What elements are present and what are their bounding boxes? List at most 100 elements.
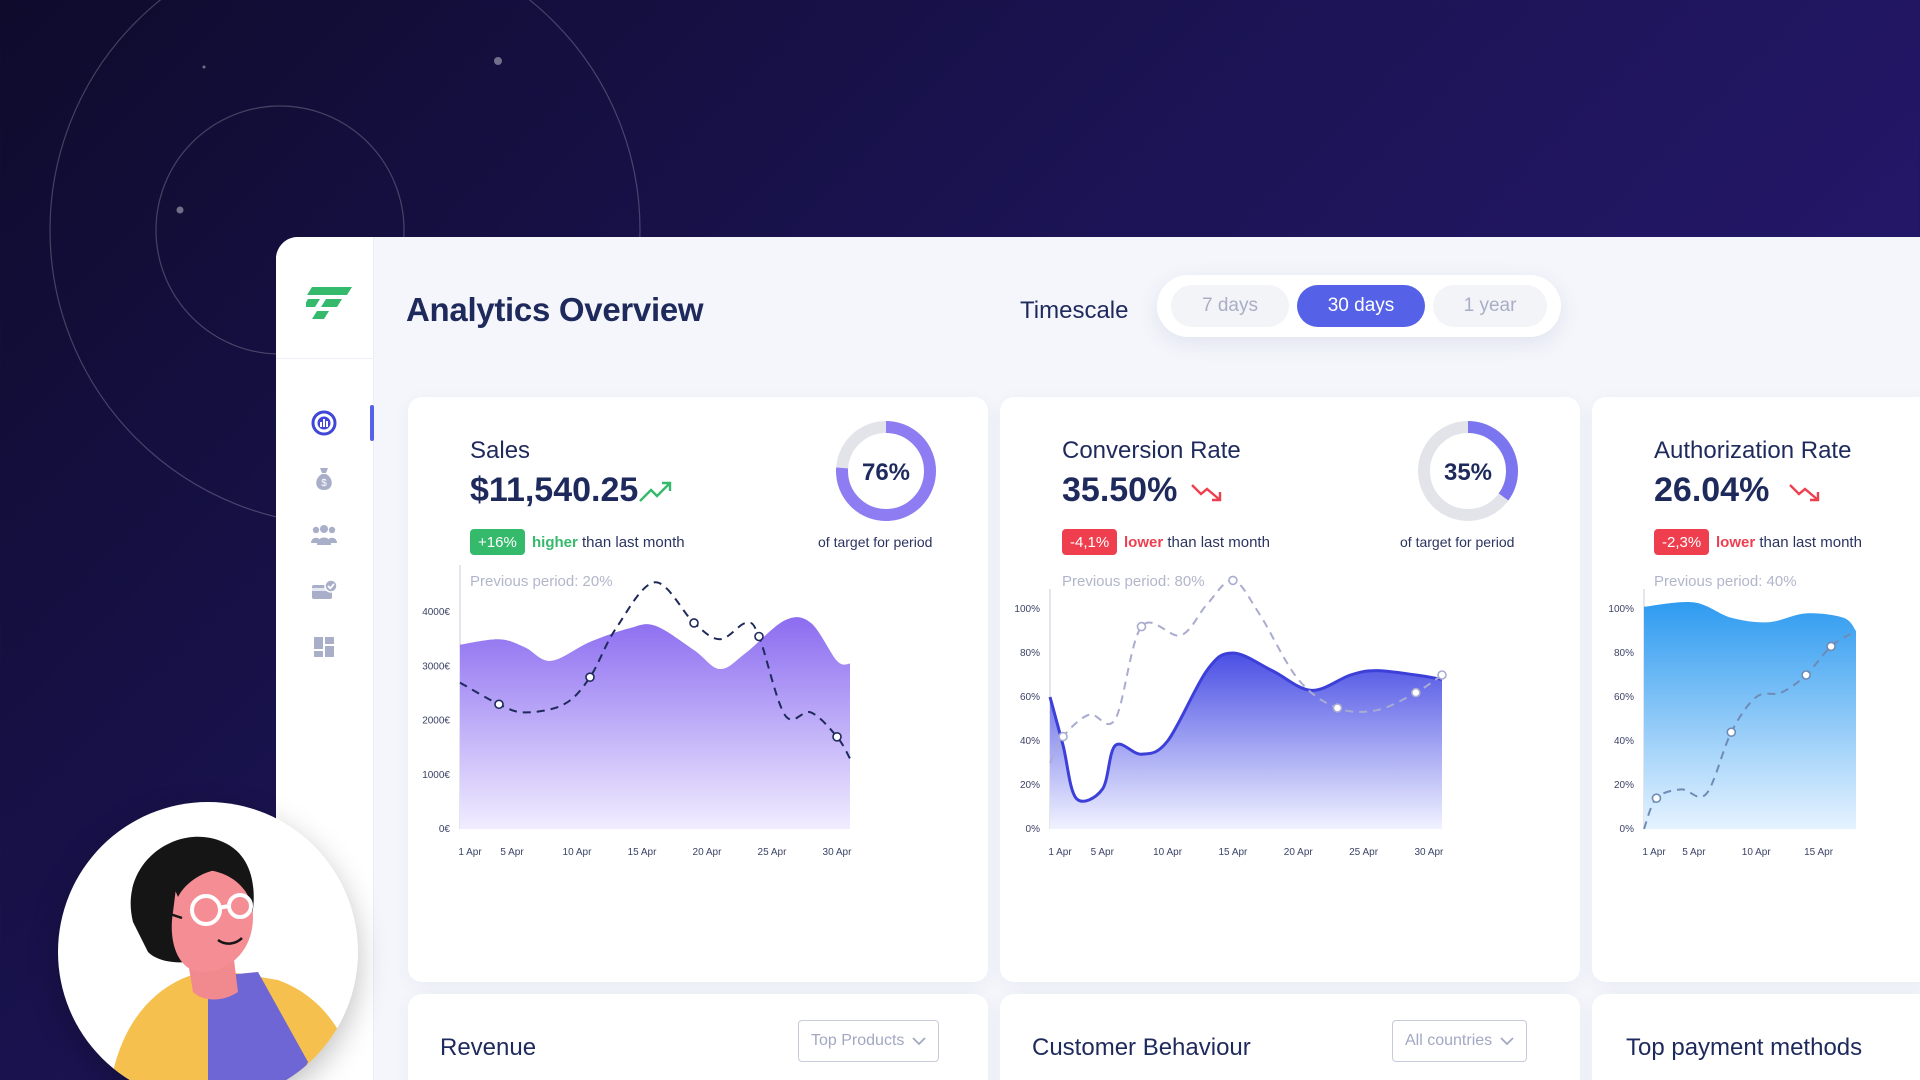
x-tick-label: 1 Apr [458,847,482,858]
dropdown-value: Top Products [811,1032,905,1049]
previous-period-line [1049,579,1443,764]
sidebar-item-payments[interactable] [306,573,342,609]
previous-period-line [1643,630,1857,830]
y-tick-label: 60% [1614,692,1634,703]
card-title: Sales [470,437,531,464]
revenue-title: Revenue [440,1034,537,1061]
change-badge: -4,1% [1062,529,1118,555]
authorization-rate-chart: 0% 20% 40% 60% 80% 100% 1 Apr 5 Apr 10 Apr 15 Apr [1608,589,1857,858]
conversion-rate-chart: 0% 20% 40% 60% 80% 100% 1 Apr 5 Apr 10 Apr 15 Apr… [1014,575,1447,858]
comparison-rest: than last month [1163,534,1270,551]
data-point [1332,703,1343,713]
verified-card-icon [312,579,338,599]
y-tick-label: 20% [1614,780,1634,791]
card-value: 26.04% [1654,471,1770,509]
top-products-dropdown[interactable]: Top Products [798,1020,940,1062]
target-donut [836,421,936,521]
data-point [1058,731,1068,742]
x-tick-label: 10 Apr [1742,847,1772,858]
change-badge: -2,3% [1654,529,1710,555]
x-tick-label: 15 Apr [1218,847,1248,858]
x-tick-label: 30 Apr [823,847,853,858]
x-tick-label: 25 Apr [758,847,788,858]
timescale-30-days-button[interactable]: 30 days [1297,285,1425,327]
data-point [1437,670,1447,680]
data-point [1826,641,1836,652]
y-tick-label: 2000€ [422,716,450,727]
x-tick-label: 20 Apr [1284,847,1314,858]
person-illustration [111,836,357,1080]
sidebar-active-indicator [370,405,374,441]
area-series-outline [1048,651,1443,803]
x-tick-label: 5 Apr [1091,847,1115,858]
x-tick-label: 1 Apr [1642,847,1666,858]
y-tick-label: 60% [1020,692,1040,703]
target-caption: of target for period [818,534,933,550]
x-tick-label: 1 Apr [1048,847,1072,858]
y-tick-label: 80% [1614,648,1634,659]
y-tick-label: 0€ [439,824,451,835]
authorization-rate-card: Authorization Rate 26.04% -2,3% lower th… [1592,397,1920,982]
sidebar-divider [276,358,374,359]
data-point [1801,670,1811,680]
x-tick-label: 20 Apr [693,847,723,858]
timescale-1-year-button[interactable]: 1 year [1433,285,1547,327]
payment-methods-card: Top payment methods [1592,994,1920,1080]
y-tick-label: 100% [1608,604,1634,615]
card-title: Authorization Rate [1654,437,1852,464]
target-percent: 76% [861,459,911,486]
dropdown-value: All countries [1405,1032,1493,1049]
data-point [832,732,842,742]
data-point [689,618,699,628]
trend-down-icon [1191,484,1222,502]
chevron-down-icon [912,1036,927,1045]
y-tick-label: 3000€ [422,661,450,672]
payment-methods-title: Top payment methods [1626,1034,1863,1061]
sidebar-item-customers[interactable] [306,517,342,553]
timescale-label: Timescale [1020,297,1129,324]
area-series [460,617,850,829]
analytics-icon [311,410,337,436]
y-tick-label: 1000€ [422,770,450,781]
customer-behaviour-title: Customer Behaviour [1032,1034,1251,1061]
target-percent: 35% [1443,459,1493,486]
previous-period: Previous period: 40% [1654,573,1797,590]
brand-logo-icon [306,287,352,319]
avatar [58,802,358,1080]
target-caption: of target for period [1400,534,1515,550]
sales-card: Sales $11,540.25 +16% higher than last m… [408,397,988,982]
sales-chart: 0€ 1000€ 2000€ 3000€ 4000€ 1 Apr 5 Apr 10 Apr 15… [422,565,853,858]
countries-dropdown[interactable]: All countries [1392,1020,1528,1062]
x-tick-label: 15 Apr [1804,847,1834,858]
x-tick-label: 5 Apr [1682,847,1706,858]
revenue-card: Revenue Top Products [408,994,988,1080]
timescale-7-days-button[interactable]: 7 days [1171,285,1289,327]
sidebar-item-analytics[interactable] [306,405,342,441]
y-tick-label: 20% [1020,780,1040,791]
data-point [494,699,504,710]
change-badge: +16% [470,529,525,555]
previous-period: Previous period: 80% [1062,573,1205,590]
dashboard-window: $ [276,237,1920,1080]
dashboard-grid-icon [314,637,334,657]
target-donut [1418,421,1518,521]
data-point [1136,621,1147,632]
data-point [754,631,764,642]
x-tick-label: 30 Apr [1414,847,1444,858]
area-series [1050,653,1442,829]
card-title: Conversion Rate [1062,437,1241,464]
comparison-word: lower [1716,534,1756,551]
sidebar-item-dashboard[interactable] [306,629,342,665]
y-tick-label: 80% [1020,648,1040,659]
area-series [1644,602,1856,829]
y-tick-label: 40% [1614,736,1634,747]
data-point [585,672,595,682]
comparison-word: lower [1124,534,1164,551]
svg-text:$: $ [321,478,327,489]
comparison-word: higher [532,534,578,551]
x-tick-label: 10 Apr [1153,847,1183,858]
card-value: 35.50% [1062,471,1178,509]
sidebar-item-revenue[interactable]: $ [306,461,342,497]
card-value: $11,540.25 [470,471,639,509]
comparison-text: higher than last month [532,534,685,551]
